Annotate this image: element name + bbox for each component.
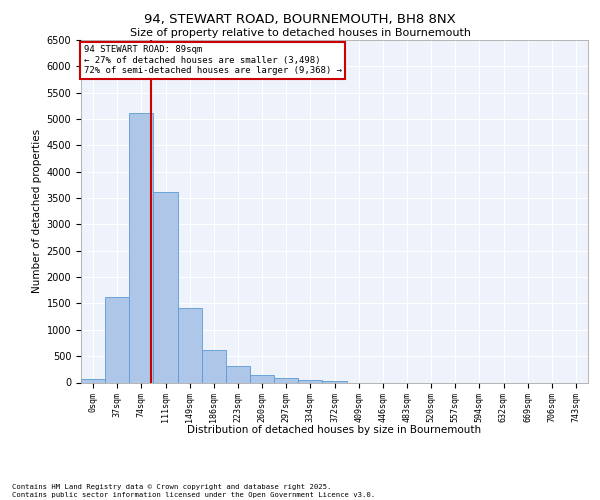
Bar	[105, 297, 129, 382]
Bar	[154, 192, 178, 382]
Bar	[322, 381, 347, 382]
Text: Contains HM Land Registry data © Crown copyright and database right 2025.
Contai: Contains HM Land Registry data © Crown c…	[12, 484, 375, 498]
Bar	[81, 378, 105, 382]
Y-axis label: Number of detached properties: Number of detached properties	[32, 129, 43, 294]
Bar	[250, 375, 274, 382]
Bar	[129, 112, 154, 382]
Bar	[226, 366, 250, 382]
Text: Size of property relative to detached houses in Bournemouth: Size of property relative to detached ho…	[130, 28, 470, 38]
Bar	[298, 380, 322, 382]
Text: 94 STEWART ROAD: 89sqm
← 27% of detached houses are smaller (3,498)
72% of semi-: 94 STEWART ROAD: 89sqm ← 27% of detached…	[83, 45, 341, 75]
Bar	[178, 308, 202, 382]
Bar	[274, 378, 298, 382]
X-axis label: Distribution of detached houses by size in Bournemouth: Distribution of detached houses by size …	[187, 425, 482, 435]
Bar	[202, 350, 226, 382]
Text: 94, STEWART ROAD, BOURNEMOUTH, BH8 8NX: 94, STEWART ROAD, BOURNEMOUTH, BH8 8NX	[144, 12, 456, 26]
